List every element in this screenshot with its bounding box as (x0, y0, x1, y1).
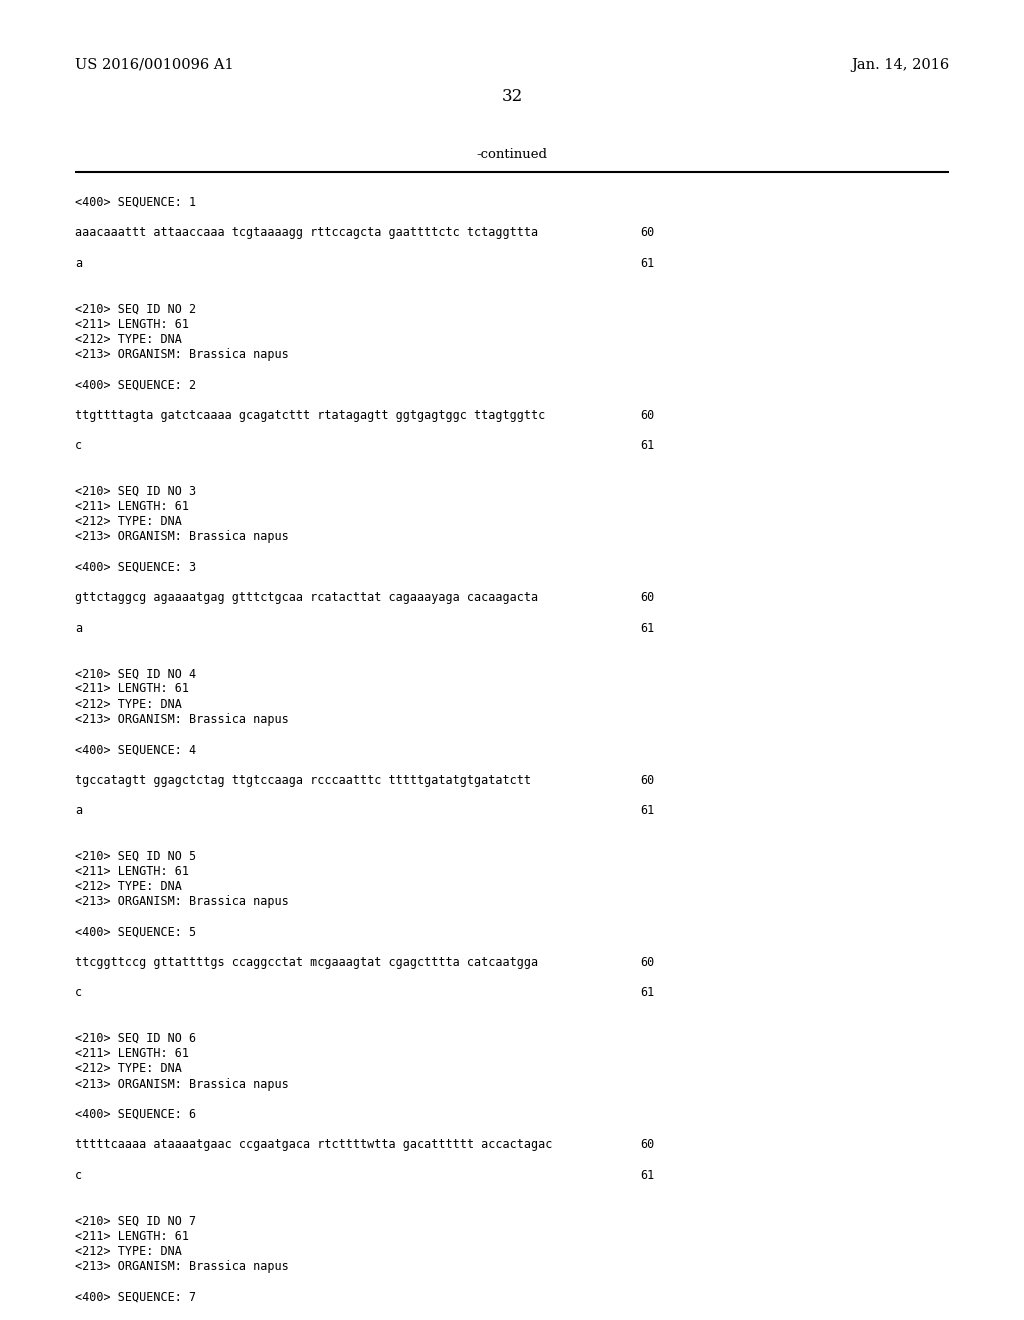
Text: 60: 60 (640, 1138, 654, 1151)
Text: ttgttttagta gatctcaaaa gcagatcttt rtatagagtt ggtgagtggc ttagtggttc: ttgttttagta gatctcaaaa gcagatcttt rtatag… (75, 409, 545, 422)
Text: <212> TYPE: DNA: <212> TYPE: DNA (75, 880, 182, 894)
Text: <212> TYPE: DNA: <212> TYPE: DNA (75, 333, 182, 346)
Text: gttctaggcg agaaaatgag gtttctgcaa rcatacttat cagaaayaga cacaagacta: gttctaggcg agaaaatgag gtttctgcaa rcatact… (75, 591, 539, 605)
Text: <400> SEQUENCE: 5: <400> SEQUENCE: 5 (75, 925, 197, 939)
Text: c: c (75, 440, 82, 453)
Text: -continued: -continued (476, 148, 548, 161)
Text: 61: 61 (640, 257, 654, 269)
Text: ttcggttccg gttattttgs ccaggcctat mcgaaagtat cgagctttta catcaatgga: ttcggttccg gttattttgs ccaggcctat mcgaaag… (75, 956, 539, 969)
Text: <210> SEQ ID NO 7: <210> SEQ ID NO 7 (75, 1214, 197, 1228)
Text: 61: 61 (640, 1168, 654, 1181)
Text: <213> ORGANISM: Brassica napus: <213> ORGANISM: Brassica napus (75, 531, 289, 544)
Text: 60: 60 (640, 409, 654, 422)
Text: <400> SEQUENCE: 3: <400> SEQUENCE: 3 (75, 561, 197, 574)
Text: <213> ORGANISM: Brassica napus: <213> ORGANISM: Brassica napus (75, 895, 289, 908)
Text: <210> SEQ ID NO 3: <210> SEQ ID NO 3 (75, 484, 197, 498)
Text: <400> SEQUENCE: 7: <400> SEQUENCE: 7 (75, 1291, 197, 1303)
Text: <212> TYPE: DNA: <212> TYPE: DNA (75, 1245, 182, 1258)
Text: <211> LENGTH: 61: <211> LENGTH: 61 (75, 1230, 189, 1242)
Text: 61: 61 (640, 804, 654, 817)
Text: a: a (75, 257, 82, 269)
Text: 61: 61 (640, 622, 654, 635)
Text: 60: 60 (640, 774, 654, 787)
Text: <210> SEQ ID NO 4: <210> SEQ ID NO 4 (75, 667, 197, 680)
Text: 32: 32 (502, 88, 522, 106)
Text: tgccatagtt ggagctctag ttgtccaaga rcccaatttc tttttgatatgtgatatctt: tgccatagtt ggagctctag ttgtccaaga rcccaat… (75, 774, 531, 787)
Text: <211> LENGTH: 61: <211> LENGTH: 61 (75, 865, 189, 878)
Text: <213> ORGANISM: Brassica napus: <213> ORGANISM: Brassica napus (75, 348, 289, 360)
Text: <400> SEQUENCE: 2: <400> SEQUENCE: 2 (75, 379, 197, 392)
Text: <213> ORGANISM: Brassica napus: <213> ORGANISM: Brassica napus (75, 713, 289, 726)
Text: <212> TYPE: DNA: <212> TYPE: DNA (75, 697, 182, 710)
Text: 60: 60 (640, 591, 654, 605)
Text: 60: 60 (640, 227, 654, 239)
Text: 60: 60 (640, 956, 654, 969)
Text: aaacaaattt attaaccaaa tcgtaaaagg rttccagcta gaattttctc tctaggttta: aaacaaattt attaaccaaa tcgtaaaagg rttccag… (75, 227, 539, 239)
Text: c: c (75, 986, 82, 999)
Text: <210> SEQ ID NO 5: <210> SEQ ID NO 5 (75, 850, 197, 862)
Text: c: c (75, 1168, 82, 1181)
Text: <211> LENGTH: 61: <211> LENGTH: 61 (75, 500, 189, 513)
Text: <213> ORGANISM: Brassica napus: <213> ORGANISM: Brassica napus (75, 1077, 289, 1090)
Text: a: a (75, 622, 82, 635)
Text: 61: 61 (640, 440, 654, 453)
Text: <210> SEQ ID NO 6: <210> SEQ ID NO 6 (75, 1032, 197, 1045)
Text: <211> LENGTH: 61: <211> LENGTH: 61 (75, 1047, 189, 1060)
Text: <400> SEQUENCE: 4: <400> SEQUENCE: 4 (75, 743, 197, 756)
Text: <400> SEQUENCE: 1: <400> SEQUENCE: 1 (75, 195, 197, 209)
Text: <212> TYPE: DNA: <212> TYPE: DNA (75, 515, 182, 528)
Text: Jan. 14, 2016: Jan. 14, 2016 (851, 58, 949, 73)
Text: <211> LENGTH: 61: <211> LENGTH: 61 (75, 318, 189, 330)
Text: <213> ORGANISM: Brassica napus: <213> ORGANISM: Brassica napus (75, 1261, 289, 1272)
Text: <210> SEQ ID NO 2: <210> SEQ ID NO 2 (75, 302, 197, 315)
Text: <211> LENGTH: 61: <211> LENGTH: 61 (75, 682, 189, 696)
Text: a: a (75, 804, 82, 817)
Text: <400> SEQUENCE: 6: <400> SEQUENCE: 6 (75, 1107, 197, 1121)
Text: 61: 61 (640, 986, 654, 999)
Text: US 2016/0010096 A1: US 2016/0010096 A1 (75, 58, 233, 73)
Text: <212> TYPE: DNA: <212> TYPE: DNA (75, 1063, 182, 1076)
Text: tttttcaaaa ataaaatgaac ccgaatgaca rtcttttwtta gacatttttt accactagac: tttttcaaaa ataaaatgaac ccgaatgaca rtcttt… (75, 1138, 552, 1151)
